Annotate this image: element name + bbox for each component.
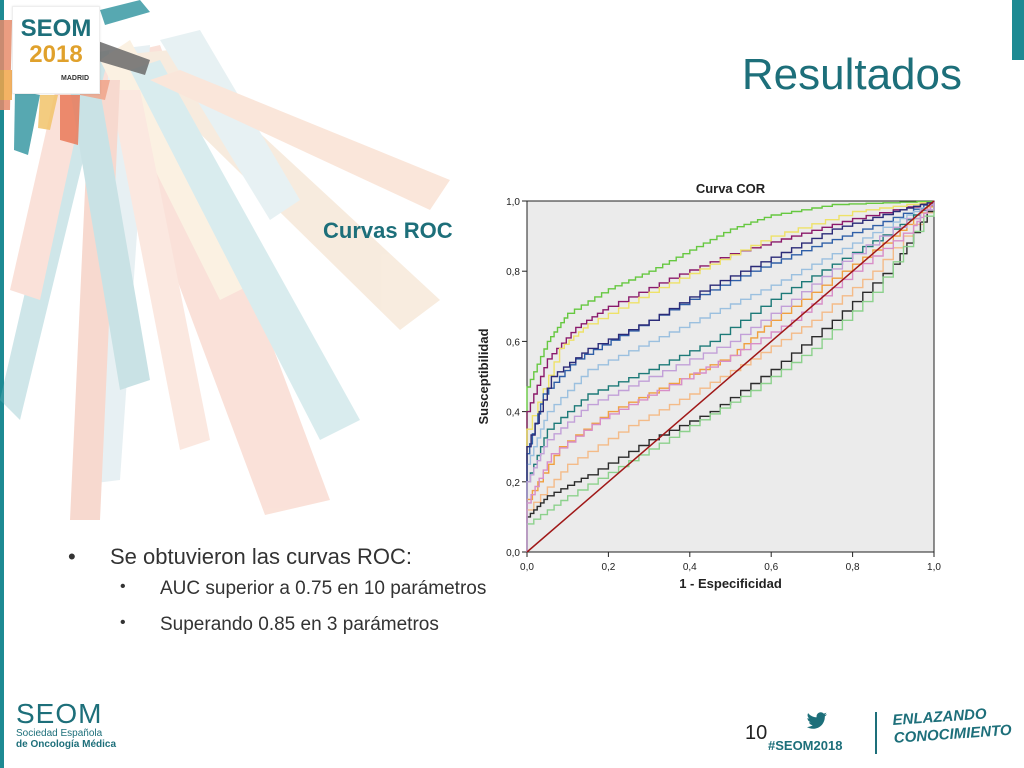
roc-series-7 [526, 201, 935, 552]
chart-title: Curva COR [696, 181, 766, 196]
roc-chart: Curva COR 1 - Especificidad Susceptibilida… [476, 181, 941, 591]
roc-series-12 [526, 201, 935, 552]
footer-divider [875, 712, 877, 754]
x-tick-label: 0,0 [520, 562, 534, 573]
slide-title: Resultados [741, 50, 962, 99]
logo-year-text: 2018 [29, 41, 83, 68]
decorative-burst [0, 0, 450, 520]
bullet-main: Se obtuvieron las curvas ROC: [68, 544, 486, 578]
tagline: ENLAZANDO CONOCIMIENTO [892, 704, 1012, 748]
seom-2018-logo: SEOM 2018 MADRID [12, 6, 100, 94]
bullet-sub-1: AUC superior a 0.75 en 10 parámetros [68, 578, 486, 614]
bullet-sub-2: Superando 0.85 en 3 parámetros [68, 614, 486, 650]
y-tick-label: 0,4 [506, 408, 520, 419]
roc-series-6 [526, 201, 935, 552]
roc-series-9 [526, 201, 935, 552]
x-axis-label: 1 - Especificidad [679, 576, 782, 591]
y-tick-label: 0,2 [506, 478, 520, 489]
x-tick-label: 0,6 [764, 562, 778, 573]
x-tick-label: 0,8 [846, 562, 860, 573]
footer-org-line1: Sociedad Española [16, 728, 103, 739]
roc-series-3 [526, 201, 935, 552]
logo-seom-text: SEOM [20, 15, 92, 42]
x-tick-label: 0,2 [601, 562, 615, 573]
left-accent-bar [0, 0, 4, 768]
hashtag-label: #SEOM2018 [768, 738, 843, 753]
y-tick-label: 0,8 [506, 267, 520, 278]
footer-org-name: SEOM [16, 698, 103, 729]
y-tick-label: 0,6 [506, 337, 520, 348]
x-tick-label: 1,0 [927, 562, 941, 573]
footer-org-line2: de Oncología Médica [16, 739, 117, 750]
section-subtitle: Curvas ROC [323, 218, 453, 243]
roc-series-1 [526, 200, 935, 552]
seom-footer-logo: SEOM Sociedad Española de Oncología Médi… [16, 698, 117, 751]
y-tick-label: 1,0 [506, 197, 520, 208]
roc-series-11 [526, 201, 935, 552]
reference-diagonal [526, 200, 935, 553]
right-accent-bar [1012, 0, 1024, 60]
y-axis-label: Susceptibilidad [476, 328, 491, 424]
logo-city-text: MADRID [61, 75, 89, 82]
page-number: 10 [745, 722, 768, 744]
x-tick-label: 0,4 [683, 562, 697, 573]
roc-series-13 [526, 201, 935, 552]
roc-series-5 [526, 201, 935, 552]
y-tick-label: 0,0 [506, 548, 520, 559]
bullet-list: Se obtuvieron las curvas ROC: AUC superi… [68, 544, 486, 650]
twitter-icon [806, 712, 827, 729]
